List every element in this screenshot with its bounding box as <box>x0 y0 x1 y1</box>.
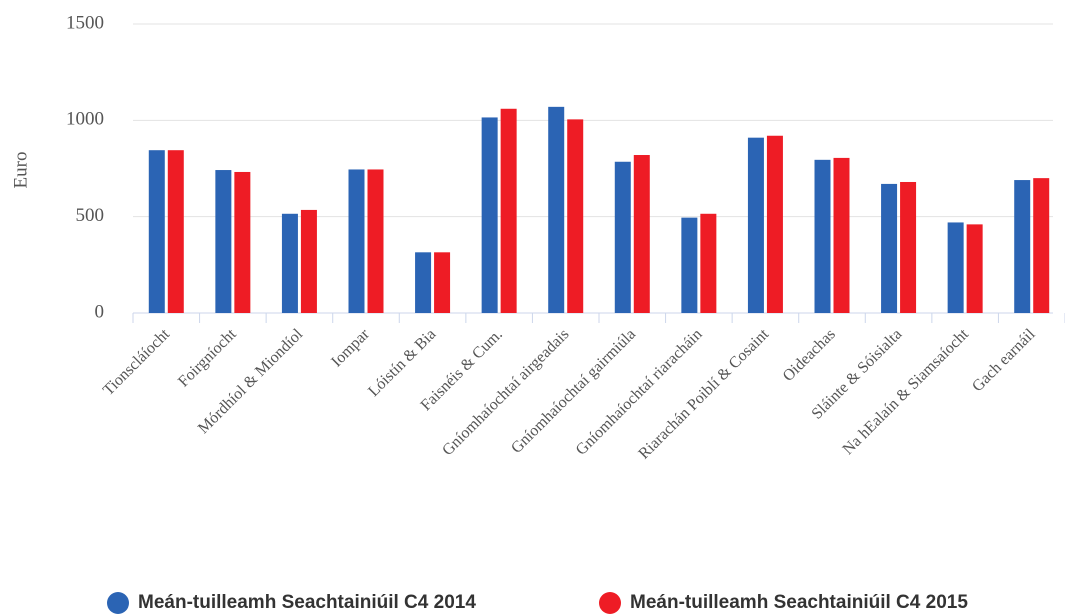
bar <box>881 183 898 313</box>
x-tick-label: Gach earnáil <box>969 325 1039 395</box>
y-tick-label: 0 <box>95 301 105 322</box>
bar <box>281 213 298 313</box>
x-tick-label: Gníomhaíochtaí airgeadais <box>439 326 572 459</box>
bar <box>900 181 917 313</box>
x-tick-label: Na hEalaín & Siamsaíocht <box>840 325 973 458</box>
x-tick-label: Foirgníocht <box>175 325 240 390</box>
bar <box>614 161 631 313</box>
bar <box>167 150 184 313</box>
legend-marker <box>599 592 621 614</box>
y-tick-label: 1000 <box>66 109 104 130</box>
x-tick-label: Tionscláíocht <box>100 325 174 399</box>
bar <box>481 117 498 314</box>
bar <box>548 106 565 313</box>
x-tick-label: Oideachas <box>780 326 839 385</box>
bar <box>215 170 232 313</box>
bar <box>415 252 432 313</box>
bar <box>766 135 783 313</box>
bar <box>234 171 251 313</box>
bar <box>567 119 584 314</box>
x-tick-label: Lóistín & Bia <box>365 326 439 400</box>
bar <box>434 252 451 313</box>
bar <box>681 217 698 313</box>
bar <box>1033 178 1050 313</box>
x-tick-label: Riarachán Poiblí & Cosaint <box>635 325 772 462</box>
bar <box>348 169 365 313</box>
x-tick-label: Iompar <box>328 325 373 370</box>
bar <box>700 213 717 313</box>
y-tick-label: 1500 <box>66 12 104 33</box>
bar <box>814 159 831 313</box>
bar <box>833 157 850 313</box>
bar <box>300 209 317 313</box>
y-axis-title: Euro <box>10 152 31 189</box>
bar <box>747 137 764 313</box>
bar <box>1014 180 1031 313</box>
bar <box>947 222 964 313</box>
x-tick-label: Gníomhaíochtaí riaracháin <box>573 326 706 459</box>
bar <box>148 150 165 313</box>
bar <box>367 169 384 313</box>
y-tick-label: 500 <box>76 205 105 226</box>
bar <box>500 108 517 313</box>
legend-label: Meán-tuilleamh Seachtainiúil C4 2015 <box>630 592 968 613</box>
x-tick-label: Gníomhaíochtaí gairmiúla <box>508 326 639 457</box>
legend-label: Meán-tuilleamh Seachtainiúil C4 2014 <box>138 592 476 613</box>
bar <box>633 155 650 313</box>
legend-marker <box>107 592 129 614</box>
bar <box>966 224 983 313</box>
